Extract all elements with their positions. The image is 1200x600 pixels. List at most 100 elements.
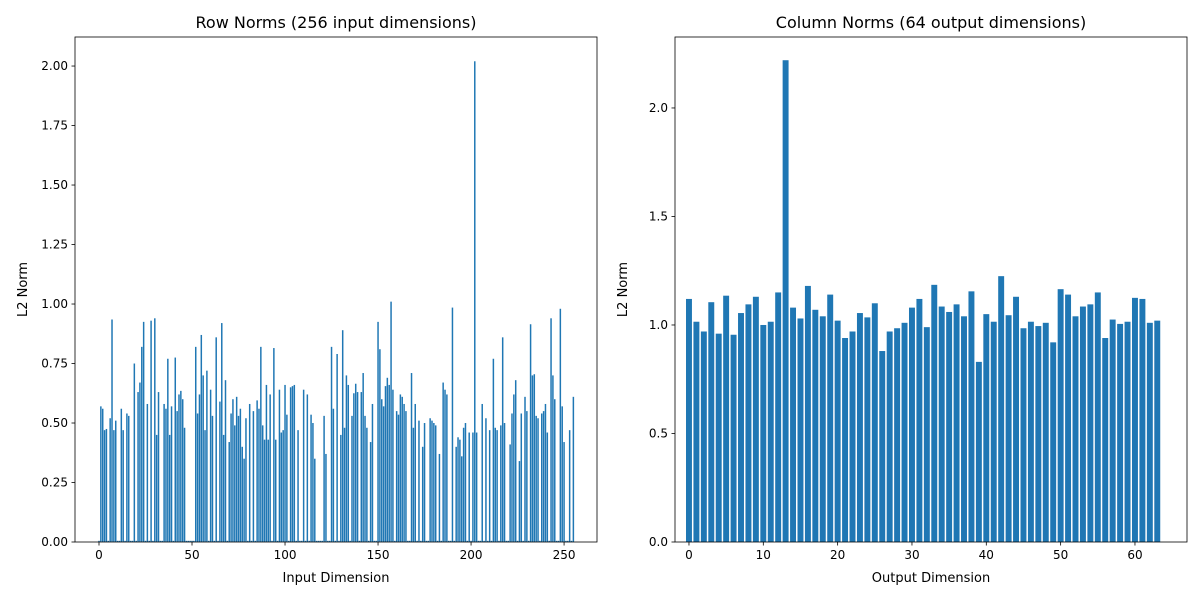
bar xyxy=(797,318,804,542)
bar xyxy=(401,396,403,542)
bar xyxy=(908,307,915,542)
bar xyxy=(126,413,128,542)
bar xyxy=(1057,289,1064,542)
bar xyxy=(392,389,394,542)
bar xyxy=(122,430,124,542)
bar xyxy=(1079,306,1086,542)
bar xyxy=(235,396,238,542)
bar xyxy=(879,351,886,542)
x-tick-label: 0 xyxy=(685,548,693,562)
bar xyxy=(507,540,510,542)
bar xyxy=(399,394,402,542)
y-axis-label: L2 Norm xyxy=(16,262,31,317)
x-tick-label: 30 xyxy=(904,548,919,562)
bar xyxy=(487,540,489,542)
bar xyxy=(148,540,150,542)
bar xyxy=(541,413,543,542)
bar xyxy=(284,384,286,542)
bar xyxy=(170,406,173,542)
bar xyxy=(767,321,774,542)
bar xyxy=(1087,304,1094,542)
bar xyxy=(494,427,496,542)
y-tick-label: 1.75 xyxy=(41,119,68,133)
bar xyxy=(347,384,350,542)
bar xyxy=(273,348,275,542)
bar xyxy=(204,430,206,542)
y-tick-label: 1.50 xyxy=(41,178,68,192)
bar xyxy=(109,418,111,542)
bar xyxy=(745,304,752,542)
bar xyxy=(412,427,415,542)
bar xyxy=(174,357,177,542)
bar xyxy=(686,298,692,542)
bar xyxy=(1035,326,1042,542)
y-tick-label: 0.75 xyxy=(41,357,68,371)
bar xyxy=(552,375,554,542)
bar xyxy=(211,415,214,542)
bar xyxy=(395,411,398,542)
bar xyxy=(1020,328,1027,542)
bar xyxy=(297,430,299,542)
y-axis-label: L2 Norm xyxy=(616,262,631,317)
bar xyxy=(526,411,528,542)
bar xyxy=(194,346,197,542)
bar xyxy=(271,540,273,542)
bar xyxy=(434,425,437,542)
bar xyxy=(529,324,532,542)
bar xyxy=(923,327,930,542)
bar xyxy=(390,301,392,542)
bar xyxy=(113,430,115,542)
bar xyxy=(208,540,210,542)
bar xyxy=(715,333,722,542)
bar xyxy=(420,540,422,542)
bar xyxy=(319,540,322,542)
bar xyxy=(565,540,567,542)
y-tick-label: 0.00 xyxy=(41,535,68,549)
bar xyxy=(168,434,171,542)
x-tick-label: 40 xyxy=(979,548,994,562)
bar xyxy=(146,403,149,542)
bar xyxy=(209,389,212,542)
bar xyxy=(827,294,834,542)
bar xyxy=(131,540,134,542)
bar xyxy=(537,418,539,542)
bar xyxy=(135,540,137,542)
bar xyxy=(416,540,418,542)
bar xyxy=(314,458,316,542)
bar xyxy=(481,403,483,542)
x-tick-label: 60 xyxy=(1127,548,1142,562)
bar xyxy=(953,304,960,542)
bar xyxy=(263,439,266,542)
bar xyxy=(206,370,208,542)
bar xyxy=(1013,296,1020,542)
bar xyxy=(520,413,523,542)
bar xyxy=(693,321,700,542)
bar xyxy=(946,311,953,542)
bar xyxy=(159,540,162,542)
bar xyxy=(289,387,292,542)
bar xyxy=(338,540,340,542)
bar xyxy=(738,313,744,542)
bar xyxy=(323,415,325,542)
bar xyxy=(842,338,849,542)
bar xyxy=(254,540,257,542)
bar xyxy=(567,540,569,542)
bar xyxy=(466,540,469,542)
bar xyxy=(304,540,307,542)
bar xyxy=(461,456,463,542)
bar xyxy=(563,442,565,542)
x-tick-label: 10 xyxy=(756,548,771,562)
bar xyxy=(511,413,513,542)
bar xyxy=(472,432,474,542)
bar xyxy=(103,430,106,542)
bar xyxy=(315,540,318,542)
bar xyxy=(457,437,459,542)
bar xyxy=(325,453,327,542)
bar xyxy=(152,540,154,542)
bar xyxy=(217,540,219,542)
bar xyxy=(407,540,409,542)
bar xyxy=(455,446,457,542)
y-tick-label: 1.25 xyxy=(41,238,68,252)
bar xyxy=(362,373,364,542)
bar xyxy=(533,374,536,542)
